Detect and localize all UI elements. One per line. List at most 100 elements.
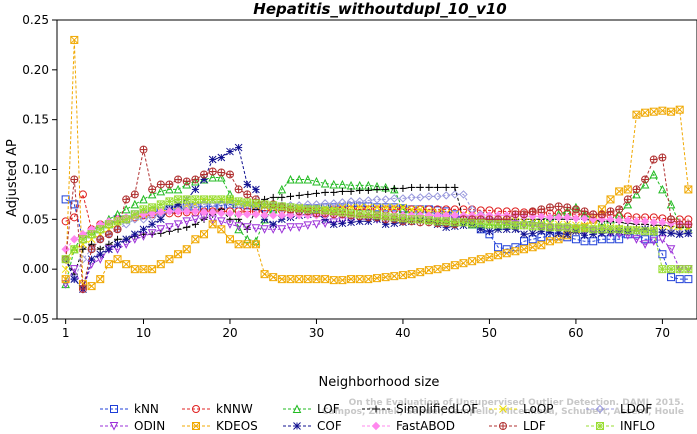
data-point-kdeos	[416, 268, 425, 277]
data-point-kdeos	[165, 255, 174, 264]
data-point-inflo	[130, 210, 139, 219]
data-point-inflo	[485, 220, 494, 229]
data-point-inflo	[251, 199, 260, 208]
data-point-simplifiedlof	[408, 183, 416, 191]
data-point-ldf	[225, 170, 234, 179]
credit-line-1: Campos, Zimek, Sander, Campello, Micenko…	[322, 407, 684, 417]
data-point-cof	[70, 275, 79, 283]
data-point-ldf	[234, 185, 243, 194]
data-point-knnw	[61, 217, 70, 226]
data-point-inflo	[148, 203, 157, 212]
data-point-ldf	[113, 225, 122, 234]
data-point-ldf	[537, 205, 546, 214]
data-point-knn	[675, 275, 684, 284]
data-point-knn	[641, 235, 650, 244]
data-point-odin	[165, 223, 174, 232]
data-point-inflo	[545, 223, 554, 232]
data-point-inflo	[407, 215, 416, 224]
data-point-inflo	[580, 224, 589, 233]
legend-item-loop: LoOP	[489, 402, 554, 416]
data-point-inflo	[468, 219, 477, 228]
y-tick-label: 0.10	[22, 163, 49, 177]
data-point-fastabod	[571, 214, 581, 223]
data-point-kdeos	[606, 195, 615, 204]
data-point-ldof	[381, 195, 390, 204]
data-point-kdeos	[217, 225, 226, 234]
data-point-cof	[528, 229, 537, 238]
data-point-inflo	[684, 265, 693, 274]
legend-marker-lof	[292, 404, 302, 413]
data-point-inflo	[658, 265, 667, 274]
data-point-kdeos	[338, 276, 347, 285]
data-point-lof	[121, 204, 131, 214]
data-point-kdeos	[122, 260, 131, 269]
data-point-ldf	[156, 180, 165, 189]
data-point-kdeos	[286, 275, 295, 284]
data-point-ldf	[554, 202, 563, 211]
data-point-odin	[147, 229, 157, 238]
data-point-ldf	[511, 210, 520, 219]
data-point-kdeos	[113, 255, 122, 264]
data-point-cof	[580, 231, 589, 240]
x-tick-label: 20	[222, 326, 237, 340]
data-point-inflo	[373, 211, 381, 220]
data-point-inflo	[520, 221, 529, 230]
data-point-inflo	[355, 210, 364, 219]
data-point-kdeos	[502, 249, 511, 258]
x-axis-label: Neighborhood size	[319, 375, 440, 390]
data-point-lof	[389, 184, 399, 194]
data-point-cof	[347, 218, 355, 227]
data-point-ldof	[416, 193, 425, 202]
data-point-fastabod	[269, 211, 278, 220]
data-point-fastabod	[632, 217, 641, 226]
x-tick-label: 40	[395, 326, 410, 340]
data-point-ldf	[200, 170, 209, 179]
legend-item-odin: ODIN	[100, 419, 165, 433]
data-point-fastabod	[191, 207, 200, 216]
data-point-fastabod	[623, 216, 633, 225]
data-point-ldof	[346, 197, 356, 206]
data-point-fastabod	[208, 208, 217, 217]
data-point-odin	[286, 223, 295, 232]
data-point-inflo	[295, 204, 304, 213]
legend-label-inflo: INFLO	[620, 419, 655, 433]
data-point-lof	[165, 184, 174, 194]
data-point-ldf	[87, 245, 96, 254]
data-point-inflo	[424, 216, 433, 225]
legend-label-fastabod: FastABOD	[396, 419, 455, 433]
data-point-lof	[294, 174, 304, 184]
legend-label-simplifiedlof: SimplifiedLOF	[396, 402, 478, 416]
data-point-inflo	[667, 265, 676, 274]
data-point-ldf	[122, 195, 131, 204]
data-point-kdeos	[329, 276, 338, 285]
data-point-fastabod	[70, 235, 79, 244]
legend-label-cof: COF	[317, 419, 342, 433]
legend-marker-loop	[499, 405, 507, 413]
data-point-fastabod	[147, 209, 157, 218]
data-point-odin	[182, 217, 192, 226]
legend-item-simplifiedlof: SimplifiedLOF	[362, 402, 478, 416]
data-point-lof	[156, 186, 166, 196]
data-point-inflo	[433, 217, 442, 226]
data-point-simplifiedlof	[416, 183, 424, 191]
data-point-knn	[615, 235, 624, 244]
data-point-inflo	[277, 202, 286, 211]
legend-item-ldof: LDOF	[586, 402, 652, 416]
data-point-cof	[520, 230, 528, 239]
legend-item-inflo: INFLO	[586, 419, 655, 433]
data-point-simplifiedlof	[390, 184, 398, 192]
data-point-inflo	[104, 220, 113, 229]
data-point-ldof	[251, 201, 261, 210]
data-point-inflo	[606, 225, 615, 234]
data-point-ldf	[589, 210, 598, 219]
data-point-ldf	[191, 175, 200, 184]
data-point-inflo	[208, 195, 217, 204]
data-point-knn	[70, 200, 79, 209]
y-tick-label: 0.05	[22, 212, 49, 226]
legend-label-lof: LOF	[317, 402, 340, 416]
data-point-fastabod	[217, 209, 226, 218]
data-point-cof	[338, 219, 347, 228]
data-point-odin	[666, 245, 676, 254]
data-point-kdeos	[104, 260, 113, 269]
data-point-ldof	[329, 199, 338, 208]
